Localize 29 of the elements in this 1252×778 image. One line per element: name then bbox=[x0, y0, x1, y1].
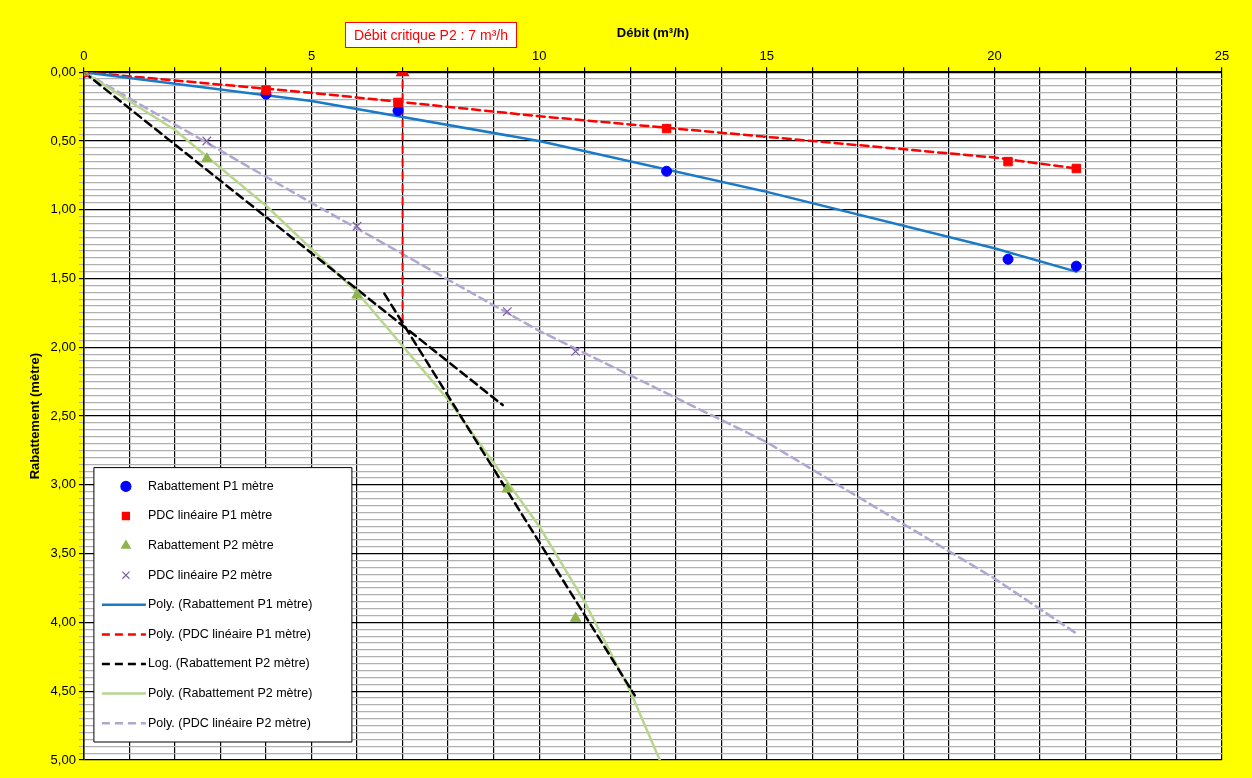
x-tick-label: 25 bbox=[1214, 47, 1230, 63]
y-tick-label: 1,50 bbox=[50, 270, 76, 286]
legend-label: Rabattement P2 mètre bbox=[147, 538, 274, 553]
legend-label: Rabattement P1 mètre bbox=[147, 478, 274, 493]
x-tick-label: 10 bbox=[531, 47, 547, 63]
x-tick-label: 0 bbox=[80, 47, 88, 63]
legend-label: Poly. (PDC linéaire P2 mètre) bbox=[147, 715, 311, 730]
y-tick-label: 3,50 bbox=[50, 545, 76, 561]
legend-label: Log. (Rabattement P2 mètre) bbox=[147, 656, 310, 671]
y-tick-label: 2,50 bbox=[50, 407, 76, 423]
x-tick-label: 15 bbox=[759, 47, 774, 63]
y-tick-label: 3,00 bbox=[50, 476, 76, 492]
legend-label: Poly. (Rabattement P2 mètre) bbox=[147, 686, 313, 701]
legend-label: PDC linéaire P1 mètre bbox=[147, 508, 273, 523]
y-tick-label: 1,00 bbox=[50, 201, 76, 217]
y-tick-label: 2,00 bbox=[50, 338, 76, 354]
legend-label: Poly. (Rabattement P1 mètre) bbox=[147, 597, 313, 612]
y-axis-title: Rabattement (mètre) bbox=[27, 352, 43, 480]
y-tick-label: 0,00 bbox=[50, 63, 76, 79]
x-axis-title: Débit (m³/h) bbox=[616, 25, 690, 41]
legend-label: Poly. (PDC linéaire P1 mètre) bbox=[147, 626, 311, 641]
text: Débit critique P2 : 7 m³/h bbox=[344, 22, 518, 48]
x-tick-label: 20 bbox=[987, 47, 1002, 63]
legend-label: PDC linéaire P2 mètre bbox=[147, 567, 273, 582]
y-tick-label: 4,00 bbox=[50, 614, 76, 630]
y-tick-label: 4,50 bbox=[50, 682, 76, 698]
y-tick-label: 5,00 bbox=[50, 751, 76, 767]
y-tick-label: 0,50 bbox=[50, 132, 76, 148]
x-tick-label: 5 bbox=[307, 47, 316, 63]
